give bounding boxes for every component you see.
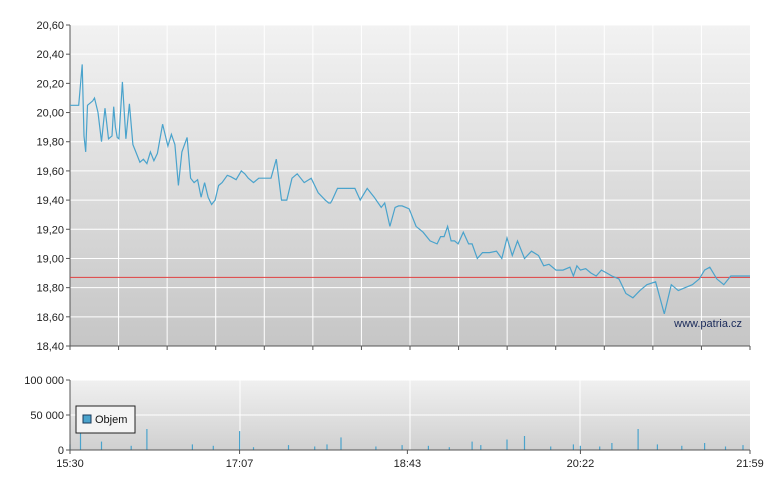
volume-bar (239, 431, 241, 450)
volume-bar (326, 444, 328, 450)
volume-bar (191, 444, 193, 450)
volume-x-axis: 15:30 17:07 18:43 20:22 21:59 (56, 450, 764, 470)
volume-bar (146, 429, 148, 450)
volume-bar (427, 445, 429, 450)
price-y-axis: 20,60 20,40 20,20 20,00 19,80 19,60 19,40 19,20… (36, 20, 750, 353)
volume-bars (69, 413, 744, 450)
legend-swatch (82, 414, 92, 424)
volume-bar (550, 446, 552, 450)
volume-bar (287, 445, 290, 450)
volume-bar (212, 445, 214, 450)
volume-bar (340, 437, 342, 450)
price-y-tick-label: 19,20 (36, 224, 64, 236)
volume-x-tick-label: 21:59 (736, 458, 764, 470)
legend-label: Objem (95, 414, 127, 426)
price-y-tick-label: 19,60 (36, 166, 64, 178)
volume-bar (572, 444, 574, 450)
volume-bar (656, 444, 658, 450)
volume-y-tick-label: 100 000 (24, 375, 64, 387)
price-y-tick-label: 20,40 (36, 49, 64, 61)
volume-bar (314, 446, 316, 450)
volume-bar (724, 446, 727, 450)
volume-bar (480, 445, 482, 450)
volume-bar (506, 439, 508, 450)
volume-bar (448, 447, 450, 450)
volume-bar (100, 441, 103, 450)
volume-bar (704, 443, 706, 450)
volume-bar (599, 446, 601, 450)
volume-legend: Objem (75, 405, 136, 434)
volume-bar (579, 445, 581, 450)
price-y-tick-label: 18,80 (36, 283, 64, 295)
price-y-tick-label: 18,60 (36, 312, 64, 324)
volume-bar (681, 445, 683, 450)
price-x-axis (69, 346, 751, 350)
volume-bar (637, 429, 639, 450)
volume-bar (471, 441, 473, 450)
volume-x-tick-label: 15:30 (56, 458, 84, 470)
volume-bar (375, 446, 377, 450)
volume-y-tick-label: 0 (58, 445, 64, 457)
volume-y-tick-label: 50 000 (30, 410, 64, 422)
price-grid (70, 24, 750, 347)
price-series-line (70, 64, 750, 315)
price-y-tick-label: 20,20 (36, 78, 64, 90)
volume-bar (611, 443, 613, 450)
volume-y-axis: 100 000 50 000 0 (24, 375, 750, 457)
volume-bar (523, 436, 526, 450)
volume-bar (252, 447, 255, 450)
price-y-tick-label: 20,00 (36, 108, 64, 120)
volume-bar (742, 445, 744, 450)
volume-x-tick-label: 17:07 (226, 458, 254, 470)
volume-x-tick-label: 20:22 (567, 458, 595, 470)
watermark: www.patria.cz (673, 318, 742, 330)
price-y-tick-label: 20,60 (36, 20, 64, 32)
price-y-tick-label: 19,80 (36, 137, 64, 149)
price-y-tick-label: 19,40 (36, 195, 64, 207)
volume-x-tick-label: 18:43 (394, 458, 422, 470)
volume-bar (130, 445, 132, 450)
price-y-tick-label: 18,40 (36, 341, 64, 353)
price-y-tick-label: 19,00 (36, 253, 64, 265)
volume-bar (401, 445, 403, 450)
